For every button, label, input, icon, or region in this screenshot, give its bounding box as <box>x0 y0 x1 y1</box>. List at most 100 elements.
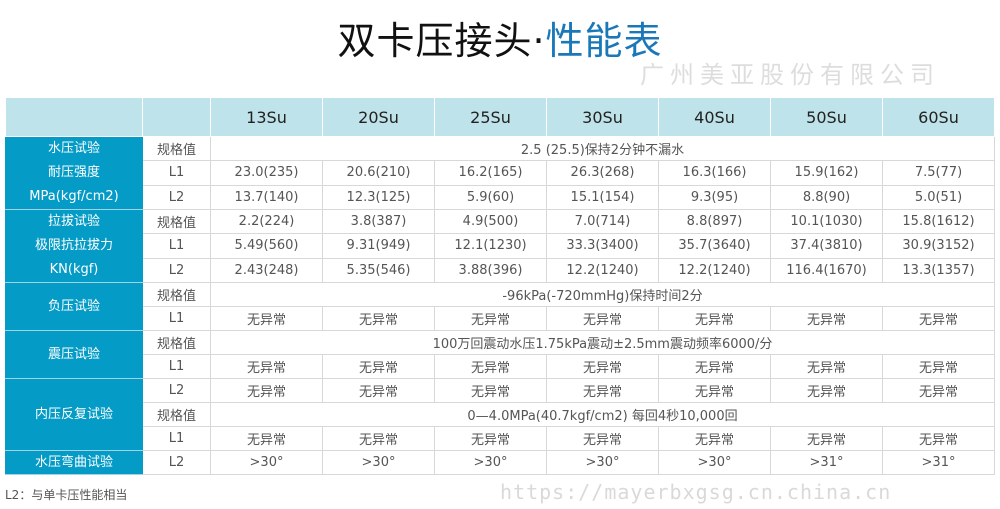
watermark-company: 广州美亚股份有限公司 <box>640 61 940 89</box>
value-cell: 30.9(3152) <box>882 233 995 259</box>
value-cell: 8.8(90) <box>770 184 883 211</box>
table-row: 规格值 0—4.0MPa(40.7kgf/cm2) 每回4秒10,000回 <box>6 402 995 427</box>
category-cell: 拉拔试验 极限抗拉拔力 KN(kgf) <box>5 209 143 283</box>
value-cell: 8.8(897) <box>658 208 771 235</box>
value-cell: 无异常 <box>658 306 771 331</box>
value-cell: 无异常 <box>322 354 435 379</box>
header-blank <box>142 97 211 137</box>
category-cell: 内压反复试验 <box>5 378 143 451</box>
value-cell: 无异常 <box>210 378 323 403</box>
footnote: L2：与单卡压性能相当 <box>5 488 128 502</box>
value-cell: >30° <box>658 450 771 475</box>
value-cell: 无异常 <box>658 354 771 379</box>
column-header: 40Su <box>658 97 771 137</box>
value-cell: 无异常 <box>546 426 659 451</box>
spec-value: 0—4.0MPa(40.7kgf/cm2) 每回4秒10,000回 <box>210 402 995 427</box>
row-sub-label: 规格值 <box>142 282 211 307</box>
value-cell: 3.8(387) <box>322 208 435 235</box>
category-cell: 水压弯曲试验 <box>5 450 143 475</box>
value-cell: 无异常 <box>434 378 547 403</box>
table-row: L1 23.0(235) 20.6(210) 16.2(165) 26.3(268) 16… <box>6 160 995 186</box>
column-header: 13Su <box>210 97 323 137</box>
category-label: 内压反复试验 <box>34 406 113 422</box>
value-cell: >30° <box>210 450 323 475</box>
spec-value: 2.5 (25.5)保持2分钟不漏水 <box>210 135 995 162</box>
table-row: L1 无异常 无异常 无异常 无异常 无异常 无异常 无异常 <box>6 306 995 331</box>
value-cell: 无异常 <box>434 306 547 331</box>
performance-table: 13Su 20Su 25Su 30Su 40Su 50Su 60Su 水压试验 耐压强度 MPa… <box>5 97 995 475</box>
row-sub-label: L1 <box>142 426 211 451</box>
row-sub-label: 规格值 <box>142 208 211 235</box>
value-cell: 5.9(60) <box>434 184 547 211</box>
table-row: 震压试验 规格值 100万回震动水压1.75kPa震动±2.5mm震动频率6000/… <box>5 330 995 379</box>
value-cell: 无异常 <box>322 306 435 331</box>
value-cell: 33.3(3400) <box>546 233 659 259</box>
value-cell: 7.5(77) <box>882 160 995 186</box>
value-cell: 无异常 <box>322 378 435 403</box>
value-cell: 无异常 <box>770 354 883 379</box>
value-cell: 无异常 <box>434 354 547 379</box>
value-cell: 12.3(125) <box>322 184 435 211</box>
value-cell: 无异常 <box>210 306 323 331</box>
value-cell: 15.9(162) <box>770 160 883 186</box>
row-sub-label: L2 <box>142 378 211 403</box>
value-cell: 无异常 <box>770 306 883 331</box>
value-cell: 7.0(714) <box>546 208 659 235</box>
category-cell: 负压试验 <box>5 282 143 331</box>
column-header: 25Su <box>434 97 547 137</box>
value-cell: 无异常 <box>322 426 435 451</box>
spec-value: -96kPa(-720mmHg)保持时间2分 <box>210 282 995 307</box>
value-cell: 10.1(1030) <box>770 208 883 235</box>
column-header: 30Su <box>546 97 659 137</box>
page-title: 双卡压接头·性能表 <box>0 10 1000 65</box>
category-label: KN(kgf) <box>49 262 99 277</box>
value-cell: 无异常 <box>658 378 771 403</box>
category-cell: 震压试验 <box>5 330 143 379</box>
category-label: 负压试验 <box>47 298 100 314</box>
value-cell: 116.4(1670) <box>770 257 883 284</box>
category-label: 极限抗拉拔力 <box>34 238 113 253</box>
row-sub-label: 规格值 <box>142 135 211 162</box>
value-cell: 5.0(51) <box>882 184 995 211</box>
category-label: 震压试验 <box>47 346 100 362</box>
value-cell: 15.8(1612) <box>882 208 995 235</box>
value-cell: 35.7(3640) <box>658 233 771 259</box>
title-main: 双卡压接头· <box>337 19 546 63</box>
value-cell: 20.6(210) <box>322 160 435 186</box>
category-label: 水压弯曲试验 <box>34 454 113 470</box>
table-row: L1 5.49(560) 9.31(949) 12.1(1230) 33.3(3400)… <box>6 233 995 259</box>
table-row: 内压反复试验 L2 无异常 无异常 无异常 无异常 无异常 无异常 无异常 <box>5 378 995 451</box>
value-cell: 3.88(396) <box>434 257 547 284</box>
value-cell: >31° <box>770 450 883 475</box>
table-row: 拉拔试验 极限抗拉拔力 KN(kgf) 规格值 2.2(224) 3.8(387) 4.9(… <box>5 208 995 283</box>
value-cell: 无异常 <box>658 426 771 451</box>
value-cell: 9.31(949) <box>322 233 435 259</box>
category-label: MPa(kgf/cm2) <box>29 189 119 204</box>
table-row: 水压试验 耐压强度 MPa(kgf/cm2) 规格值 2.5 (25.5)保持2分钟不漏… <box>5 135 995 210</box>
value-cell: 13.3(1357) <box>882 257 995 284</box>
row-sub-label: L1 <box>142 233 211 259</box>
value-cell: 2.43(248) <box>210 257 323 284</box>
value-cell: 5.35(546) <box>322 257 435 284</box>
table-row: 负压试验 规格值 -96kPa(-720mmHg)保持时间2分 <box>5 282 995 331</box>
column-header: 60Su <box>882 97 995 137</box>
value-cell: 15.1(154) <box>546 184 659 211</box>
table-row: L2 13.7(140) 12.3(125) 5.9(60) 15.1(154) 9.3(… <box>6 184 995 211</box>
header-blank <box>5 97 143 137</box>
value-cell: 4.9(500) <box>434 208 547 235</box>
table-row: 水压弯曲试验 L2 >30° >30° >30° >30° >30° >31° >31° <box>5 450 995 475</box>
value-cell: 2.2(224) <box>210 208 323 235</box>
value-cell: >30° <box>322 450 435 475</box>
value-cell: 37.4(3810) <box>770 233 883 259</box>
value-cell: 无异常 <box>882 306 995 331</box>
spec-value: 100万回震动水压1.75kPa震动±2.5mm震动频率6000/分 <box>210 330 995 355</box>
value-cell: 无异常 <box>882 426 995 451</box>
row-sub-label: L1 <box>142 354 211 379</box>
category-label: 耐压强度 <box>47 165 100 180</box>
row-sub-label: 规格值 <box>142 330 211 355</box>
row-sub-label: L1 <box>142 160 211 186</box>
table-row: L1 无异常 无异常 无异常 无异常 无异常 无异常 无异常 <box>6 354 995 379</box>
value-cell: 无异常 <box>210 426 323 451</box>
value-cell: 16.2(165) <box>434 160 547 186</box>
value-cell: >30° <box>434 450 547 475</box>
